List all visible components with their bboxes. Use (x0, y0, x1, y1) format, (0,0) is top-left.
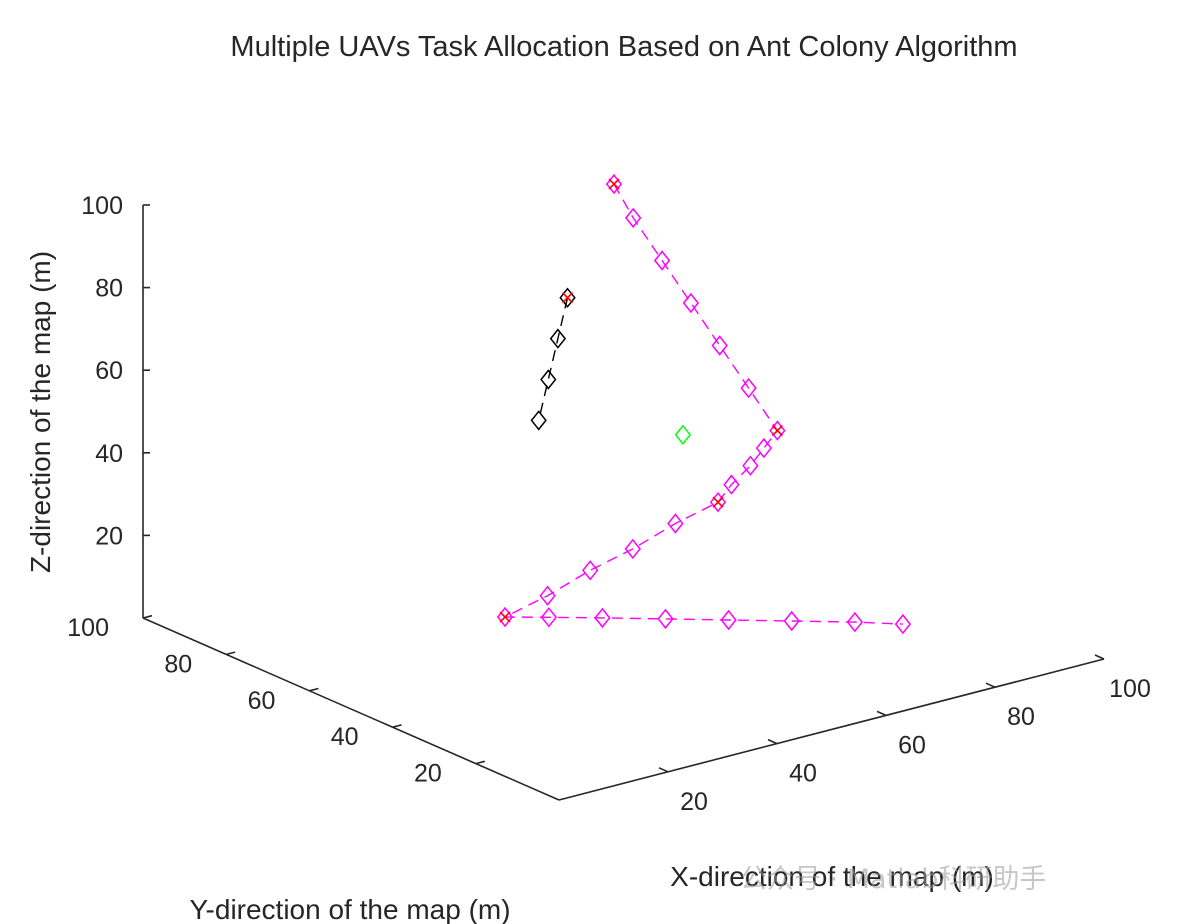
x-tick-label: 80 (1007, 703, 1035, 731)
target-point (771, 425, 783, 437)
series-1-point (582, 560, 599, 581)
target-cross-stroke (771, 425, 783, 437)
y-tick-label: 60 (248, 687, 276, 715)
series-1-point (723, 474, 740, 495)
x-tick-mark (876, 710, 887, 717)
target-point (608, 178, 620, 190)
series-1-point (605, 173, 623, 195)
x-tick-label: 20 (680, 788, 708, 816)
series-1-point (740, 377, 757, 399)
series-1-point (894, 613, 912, 635)
series-1-path (504, 183, 903, 625)
series-lines (504, 183, 903, 625)
series-1-point (709, 491, 727, 513)
target-cross-stroke (608, 178, 620, 190)
series-1-point (496, 606, 514, 628)
z-tick-label: 40 (95, 440, 123, 468)
series-1-point (540, 607, 558, 628)
axes-box (142, 205, 1105, 801)
series-3-point (674, 424, 692, 446)
series-1-point (682, 292, 700, 314)
z-tick-label: 20 (95, 522, 123, 550)
series-1-point (624, 538, 641, 560)
y-tick-mark (309, 687, 319, 692)
x-tick-mark (985, 682, 996, 688)
x-tick-label: 100 (1109, 675, 1151, 703)
x-tick-label: 60 (898, 731, 926, 759)
target-point (561, 292, 574, 304)
target-cross-stroke (561, 292, 574, 304)
series-1-point (755, 437, 773, 459)
y-tick-label: 40 (331, 723, 359, 751)
series-1-point (594, 607, 611, 629)
axis-ticks: 20 40 60 80 100 20 40 60 80 100 20 40 60 80 100 (67, 192, 1151, 816)
target-markers (499, 178, 783, 623)
series-2-point (530, 410, 547, 431)
y-tick-label: 20 (414, 760, 442, 788)
target-point (499, 611, 511, 623)
series-1-point (769, 420, 786, 441)
x-tick-label: 40 (789, 760, 817, 788)
series-2-point (559, 287, 576, 308)
x-tick-mark (1094, 654, 1105, 660)
x-tick-mark (658, 767, 669, 773)
series-1-point (711, 335, 728, 356)
y-axis-label: Y-direction of the map (m) (189, 894, 510, 924)
x-tick-mark (767, 738, 778, 745)
z-tick-label: 100 (81, 192, 123, 220)
series-1-point (625, 207, 642, 229)
y-tick-mark (392, 724, 402, 728)
series-markers (496, 173, 912, 635)
x-axis-label: X-direction of the map (m) (670, 861, 994, 892)
x-axis-line (558, 658, 1105, 801)
z-axis-label: Z-direction of the map (m) (25, 251, 56, 573)
series-1-point (653, 250, 671, 271)
series-1-point (783, 610, 800, 632)
chart-title: Multiple UAVs Task Allocation Based on A… (230, 31, 1017, 63)
series-2-point (549, 328, 567, 349)
target-cross-stroke (499, 611, 511, 623)
y-tick-mark (475, 760, 485, 765)
target-cross-stroke (712, 496, 724, 508)
series-2-path (538, 297, 569, 421)
y-tick-label: 100 (67, 614, 109, 642)
y-tick-label: 80 (164, 650, 192, 678)
series-2-point (540, 369, 557, 390)
watermark-text: 公众号 · Matlab科研助手 (740, 864, 1046, 895)
y-tick-mark (142, 614, 153, 619)
series-1-point (720, 609, 737, 631)
y-tick-mark (226, 651, 236, 656)
series-1-point (657, 608, 674, 630)
series-1-point (742, 455, 759, 476)
z-tick-label: 60 (95, 357, 123, 385)
y-axis-line (142, 617, 560, 801)
z-tick-label: 80 (95, 275, 123, 303)
target-point (712, 496, 724, 508)
series-1-point (846, 611, 864, 633)
series-1-point (539, 585, 556, 606)
series-1-point (667, 513, 684, 534)
